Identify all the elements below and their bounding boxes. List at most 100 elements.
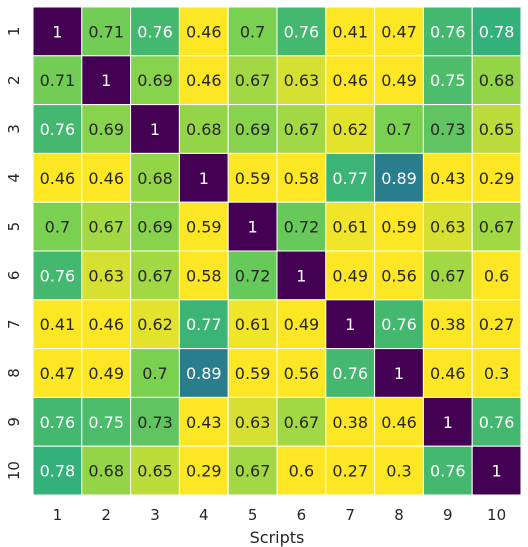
heatmap-cell [422,299,473,350]
heatmap-cell [276,250,327,301]
heatmap-cell [32,396,83,447]
heatmap-cell-label: 0.7 [386,120,411,139]
heatmap-cell-label: 0.72 [284,218,320,237]
heatmap-cell [325,104,376,154]
heatmap-cell [276,201,327,252]
heatmap-cell-label: 0.65 [479,120,515,139]
heatmap-cell-label: 1 [345,315,355,334]
heatmap-cell-label: 0.27 [479,315,515,334]
heatmap-cell-label: 0.76 [430,462,466,481]
heatmap-cell-label: 1 [296,266,306,285]
x-tick-label: 10 [487,506,506,524]
heatmap-cell-label: 0.6 [484,266,509,285]
y-tick-labels: 1 2 3 4 5 6 7 8 9 10 [5,27,23,481]
heatmap-cell [178,445,229,496]
heatmap-cell [471,299,522,350]
y-tick-label: 6 [5,271,23,281]
heatmap-cell [374,348,424,398]
y-tick-label: 1 [5,27,23,37]
heatmap-cell [325,348,376,398]
heatmap-cell [422,396,473,447]
heatmap-cell-label: 0.56 [284,364,320,383]
heatmap-cell [471,445,522,496]
heatmap-cell [422,201,473,252]
heatmap-cell-label: 0.61 [332,218,368,237]
heatmap-cell-label: 0.76 [381,315,417,334]
heatmap-cell-label: 0.73 [430,120,466,139]
heatmap-cell-label: 0.3 [386,462,411,481]
heatmap-cell-label: 0.63 [284,71,320,90]
heatmap-cell-label: 0.63 [235,413,271,432]
heatmap-cell [178,299,229,350]
heatmap-cell-label: 0.58 [284,169,320,188]
heatmap-cell-label: 0.43 [430,169,466,188]
heatmap-cell-label: 0.78 [40,462,76,481]
x-axis-label: Scripts [250,528,305,547]
heatmap-cell-label: 0.7 [240,22,265,41]
heatmap-cell-label: 0.71 [40,71,76,90]
heatmap-cell-label: 0.46 [186,22,222,41]
x-tick-label: 1 [53,506,63,524]
heatmap-cell-label: 0.67 [284,413,320,432]
heatmap-cell-label: 0.69 [88,120,124,139]
x-tick-labels: 1 2 3 4 5 6 7 8 9 10 [53,506,507,524]
heatmap-cell-label: 0.67 [284,120,320,139]
heatmap-cell [227,250,278,301]
y-tick-label: 7 [5,319,23,329]
heatmap-cell [471,396,522,447]
y-tick-label: 4 [5,173,23,183]
heatmap-cell-label: 0.38 [332,413,368,432]
heatmap-cell-label: 0.59 [381,218,417,237]
heatmap-cell-label: 0.65 [137,462,173,481]
heatmap-cell [422,55,473,106]
heatmap-cell [374,445,424,496]
heatmap-cell [325,201,376,252]
heatmap-cell-label: 0.59 [235,169,271,188]
x-tick-label: 4 [199,506,209,524]
heatmap-cell [325,55,376,106]
heatmap-cell [422,250,473,301]
heatmap-cell [130,201,180,252]
heatmap-cell-label: 0.56 [381,266,417,285]
heatmap-cell-label: 0.49 [381,71,417,90]
heatmap-cell-label: 0.62 [332,120,368,139]
heatmap-cell-label: 0.61 [235,315,271,334]
heatmap-cell [81,6,132,57]
heatmap-cell [178,55,229,106]
heatmap-cell-label: 0.29 [186,462,222,481]
heatmap-cell-label: 0.49 [88,364,124,383]
heatmap-cell-label: 0.68 [137,169,173,188]
y-tick-label: 8 [5,368,23,378]
heatmap-cell-label: 0.77 [186,315,222,334]
heatmap-cell-label: 0.46 [88,315,124,334]
heatmap-cell [32,445,83,496]
heatmap-cell-label: 0.43 [186,413,222,432]
heatmap-cell-label: 0.46 [88,169,124,188]
heatmap-cell [227,201,278,252]
heatmap-cell [32,6,83,57]
heatmap-cell-label: 0.67 [430,266,466,285]
heatmap-cell-label: 0.29 [479,169,515,188]
heatmap-cell-label: 0.3 [484,364,509,383]
heatmap-cell [32,250,83,301]
heatmap-cell-label: 1 [52,22,62,41]
heatmap-cell [374,6,424,57]
heatmap-cell [325,152,376,203]
heatmap-cell-label: 0.69 [235,120,271,139]
heatmap-cell-label: 0.6 [289,462,314,481]
x-tick-label: 7 [345,506,355,524]
heatmap-cell-label: 0.41 [332,22,368,41]
heatmap-cell-label: 0.89 [381,169,417,188]
heatmap-cell-label: 0.46 [381,413,417,432]
heatmap-cell [276,6,327,57]
y-tick-label: 2 [5,75,23,85]
heatmap-cell [227,396,278,447]
heatmap-cell-label: 1 [492,462,502,481]
x-tick-label: 5 [248,506,258,524]
heatmap-cell [276,152,327,203]
heatmap-cell-label: 0.46 [332,71,368,90]
heatmap-cell [325,445,376,496]
heatmap-cell [471,348,522,398]
heatmap-cell [81,445,132,496]
heatmap-cell-label: 0.68 [479,71,515,90]
